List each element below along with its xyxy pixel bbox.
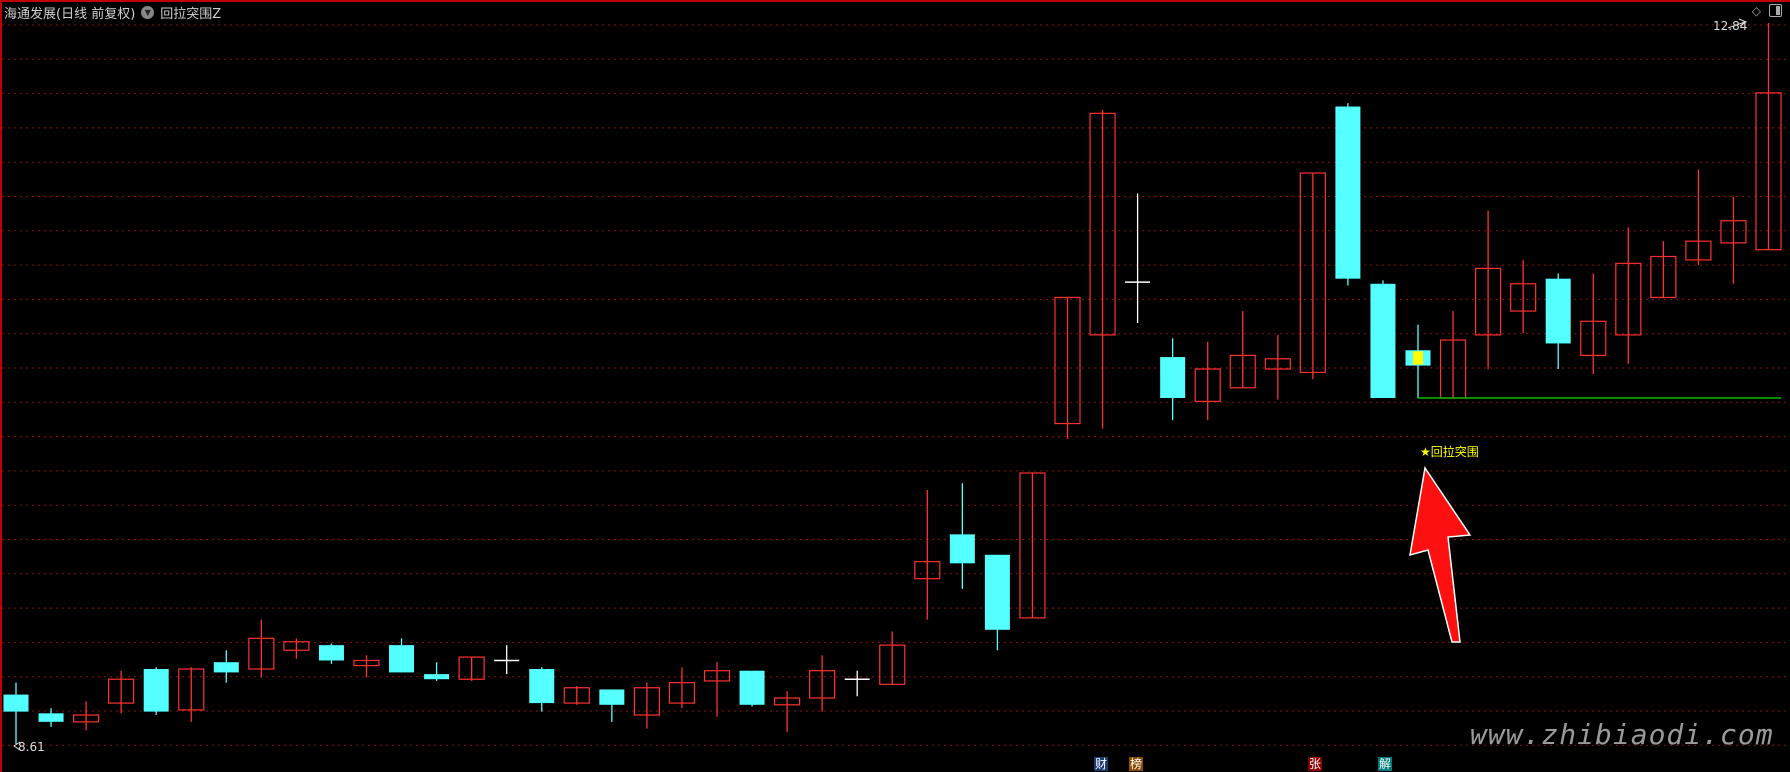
- indicator-name[interactable]: 回拉突围Z: [160, 7, 222, 22]
- signal-arrow: [1409, 466, 1472, 643]
- high-pointer-arrow: [1727, 18, 1748, 29]
- low-pointer-arrow: [13, 741, 21, 751]
- candle-body-down: [143, 669, 169, 712]
- low-price-label: 8.61: [18, 740, 45, 754]
- candle-body-down: [1160, 357, 1186, 398]
- candle-body-up: [633, 687, 661, 716]
- high-price-label: 12.84: [1713, 19, 1748, 33]
- candle-body-up: [1755, 92, 1782, 251]
- candle-body-up: [703, 670, 731, 682]
- candle-body-down: [424, 674, 450, 680]
- candle-body-up: [1685, 240, 1712, 261]
- candle-body-up: [72, 714, 100, 723]
- candle-body-up: [353, 659, 380, 667]
- candle-body-down: [984, 554, 1010, 630]
- candle-body-up: [773, 697, 801, 706]
- candle-body-up: [1720, 220, 1747, 244]
- candle-body-up: [1510, 283, 1537, 312]
- diamond-icon[interactable]: ◇: [1751, 4, 1761, 18]
- candle-body-down: [529, 669, 555, 704]
- candle-body-down: [949, 534, 975, 564]
- candle-body-up: [178, 668, 205, 711]
- candle-body-up: [1229, 354, 1256, 389]
- candle-body-up: [1054, 296, 1081, 425]
- candle-body-down: [599, 689, 625, 705]
- candle-body-down: [1545, 278, 1571, 344]
- candle-body-up: [458, 656, 485, 680]
- candle-body-up: [1650, 255, 1677, 299]
- stock-title: 海通发展(日线 前复权): [4, 7, 136, 22]
- candle-body-down: [739, 670, 765, 705]
- candle-body-up: [1089, 112, 1116, 336]
- badge-limit-up[interactable]: 张: [1308, 757, 1322, 771]
- candle-body-up: [283, 641, 310, 651]
- signal-marker: [1413, 351, 1423, 365]
- badge-unlock[interactable]: 解: [1378, 757, 1392, 771]
- candle-body-down: [213, 662, 239, 673]
- panel-toggle-icon[interactable]: [1769, 4, 1782, 17]
- watermark: www.zhibiaodi.com: [1470, 718, 1774, 751]
- candle-body-up: [809, 670, 836, 699]
- candle-body-up: [668, 682, 696, 704]
- candle-body-down: [38, 713, 64, 722]
- candle-body-down: [318, 645, 344, 661]
- signal-label: ★回拉突围: [1420, 445, 1479, 459]
- candle-body-up: [879, 644, 906, 685]
- candle-body-up: [1615, 262, 1642, 336]
- candle-body-down: [1370, 283, 1396, 398]
- chart-header: 海通发展(日线 前复权) ▼ 回拉突围Z: [4, 3, 221, 22]
- candle-body-down: [389, 645, 415, 673]
- candle-body-up: [563, 687, 590, 704]
- candle-body-up: [1019, 472, 1046, 619]
- candle-body-down: [1335, 106, 1361, 279]
- candle-body-up: [914, 561, 941, 580]
- candle-body-up: [248, 637, 275, 670]
- candle-body-up: [1264, 358, 1291, 370]
- chevron-down-circle-icon[interactable]: ▼: [141, 6, 155, 19]
- candle-body-up: [108, 678, 135, 704]
- window-controls: ◇: [1752, 4, 1782, 18]
- badge-ranking[interactable]: 榜: [1129, 757, 1143, 771]
- badge-finance[interactable]: 财: [1094, 757, 1108, 771]
- candle-body-down: [3, 694, 29, 712]
- candle-body-up: [1299, 172, 1326, 374]
- candle-body-up: [1194, 368, 1221, 402]
- candle-body-up: [1580, 320, 1607, 356]
- candle-body-up: [1474, 267, 1502, 336]
